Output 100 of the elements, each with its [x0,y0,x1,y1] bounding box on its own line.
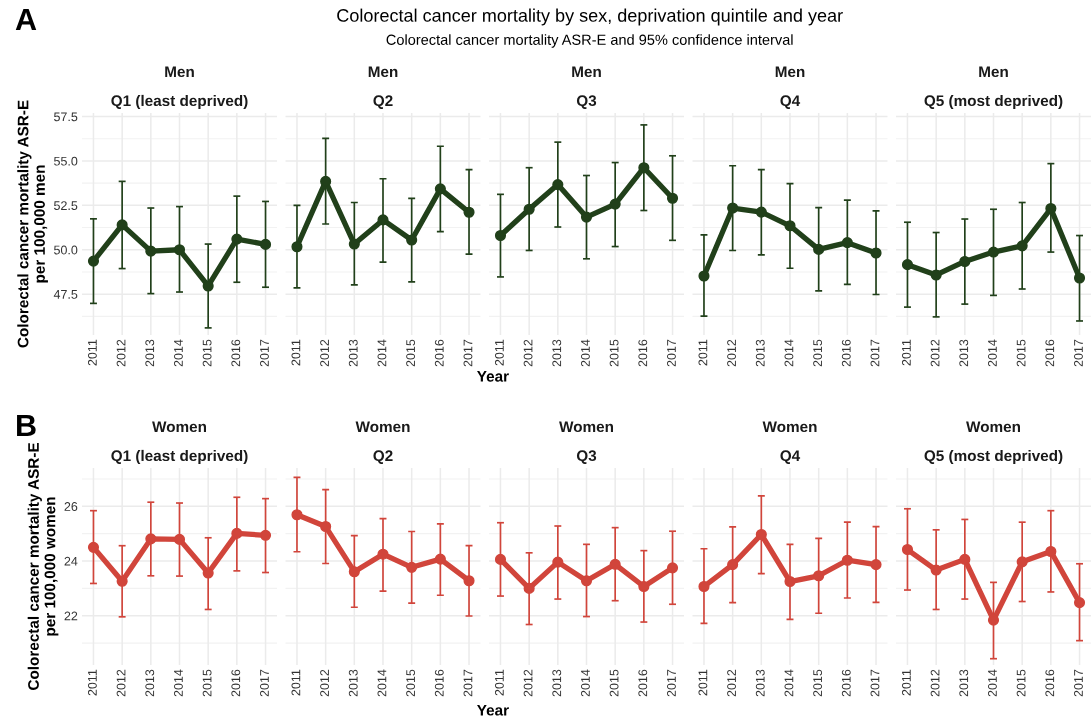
x-tick-label: 2013 [755,339,765,367]
x-tick-label: 2011 [901,339,911,366]
point [784,575,796,588]
x-tick-label: 2012 [523,339,533,367]
chart-subtitle: Q5 (most deprived) [924,449,1063,465]
chart-subtitle: Q4 [780,450,801,464]
point [727,559,739,571]
point [1073,272,1086,284]
x-tick-label: 2017 [260,669,269,697]
x-tick-label: 2014 [581,669,590,697]
x-tick-label: 2015 [1016,339,1026,367]
point [377,214,389,226]
point [609,558,621,570]
point [666,562,679,574]
point [348,238,360,250]
point [87,541,100,553]
x-tick-label: 2011 [698,669,708,696]
y-tick-label: 47.5 [53,290,78,299]
point [116,575,128,587]
point [901,259,914,271]
point [841,554,853,566]
x-tick-label: 2011 [87,669,97,696]
x-tick-label: 2014 [377,339,387,367]
x-tick-label: 2013 [552,669,562,697]
chart-subtitle: Q2 [373,450,393,464]
chart-title: Women [559,421,613,433]
point [698,580,710,593]
x-tick-label: 2013 [552,339,562,367]
x-tick-label: 2014 [988,339,997,367]
point [813,243,825,255]
point [259,238,272,250]
x-tick-label: 2014 [988,669,997,697]
point [320,520,332,533]
point [698,270,710,282]
x-tick-label: 2011 [494,669,504,696]
x-tick-label: 2017 [870,339,880,367]
point [494,229,507,242]
x-tick-label: 2015 [1016,669,1026,697]
point [463,206,475,218]
point [463,575,475,587]
chart-title: Women [966,421,1020,433]
point [580,211,593,223]
point [841,237,853,249]
chart-title: Men [165,66,194,78]
x-tick-label: 2013 [348,669,358,697]
x-tick-label: 2015 [406,339,416,367]
x-tick-label: 2016 [638,339,648,367]
x-tick-label: 2013 [145,669,155,697]
point [870,559,882,571]
y-axis-title: Colorectal cancer mortality ASR-E per 100,000 men [17,100,48,348]
x-tick-label: 2014 [174,669,183,697]
point [259,529,272,541]
x-tick-label: 2017 [463,669,473,697]
x-axis-title: Year [477,704,509,716]
point [901,543,914,556]
point [1073,597,1086,609]
y-tick-label: 26 [64,502,78,511]
x-tick-label: 2012 [116,339,126,367]
x-tick-label: 2015 [202,669,212,697]
x-tick-label: 2013 [145,339,155,367]
x-tick-label: 2015 [813,339,823,367]
y-tick-label: 57.5 [54,112,78,122]
point [784,220,796,232]
point [116,219,128,231]
chart-title: Women [152,421,206,433]
x-tick-label: 2015 [609,339,619,367]
x-tick-label: 2014 [784,669,794,697]
x-tick-label: 2017 [260,339,269,367]
x-tick-label: 2017 [870,669,880,697]
chart-subtitle: Q1 (least deprived) [111,94,248,110]
point [580,575,593,587]
x-tick-label: 2017 [1074,339,1083,367]
x-tick-label: 2011 [901,669,911,696]
point [870,247,882,259]
point [523,582,535,594]
point [552,556,564,568]
point [1016,556,1028,568]
x-tick-label: 2015 [406,669,416,697]
x-tick-label: 2016 [1045,669,1055,697]
point [930,564,942,576]
point [348,566,360,578]
x-tick-label: 2014 [784,339,794,367]
point [959,255,971,268]
point [173,533,186,545]
chart-subtitle: Q3 [576,450,597,464]
y-tick-label: 52.5 [54,201,78,210]
text: Colorectal cancer mortality ASR-E and 95% confidence interval [386,34,793,48]
point [173,244,186,256]
x-tick-label: 2017 [667,669,676,697]
point [406,561,418,573]
point [377,548,389,560]
point [434,553,446,565]
chart-subtitle: Q5 (most deprived) [924,94,1063,110]
x-tick-label: 2016 [231,669,241,697]
text: B [17,414,36,436]
y-tick-label: 22 [64,611,78,621]
x-tick-label: 2016 [231,339,241,367]
point [813,570,825,582]
x-tick-label: 2011 [291,669,301,696]
point [959,553,971,565]
